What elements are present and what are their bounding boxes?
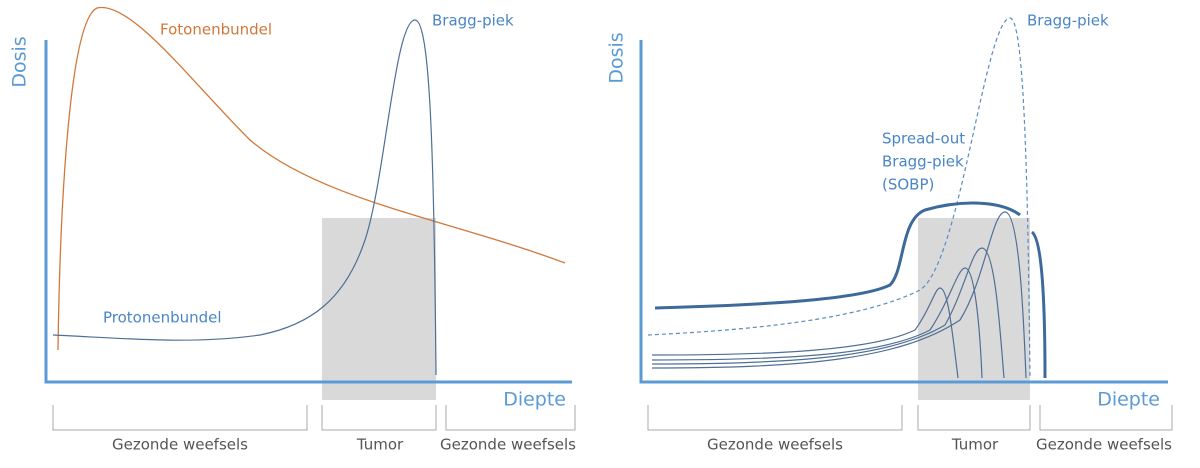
- region-label: Tumor: [951, 436, 999, 454]
- annotation: Bragg-piek: [1027, 12, 1109, 30]
- region-label: Gezonde weefsels: [1036, 436, 1172, 454]
- photon-curve: [57, 6, 566, 351]
- proton-curve: [52, 19, 437, 376]
- bracket: [647, 405, 903, 431]
- sobp-curve: [654, 201, 1021, 310]
- annotation: Spread-out: [882, 130, 965, 148]
- bragg-component: [651, 287, 959, 379]
- annotation: Fotonenbundel: [160, 21, 272, 39]
- annotation: Bragg-piek: [432, 12, 514, 30]
- region-label: Tumor: [356, 436, 404, 454]
- bragg-component: [651, 247, 1005, 379]
- annotation: Protonenbundel: [103, 309, 222, 327]
- region-label: Gezonde weefsels: [440, 436, 576, 454]
- bracket: [321, 405, 437, 431]
- x-axis-label: Diepte: [503, 389, 566, 411]
- annotation: (SOBP): [882, 176, 934, 194]
- bragg-dashed: [647, 17, 1031, 379]
- right-panel: Dosis Diepte Bragg-piek Spread-out Bragg…: [606, 12, 1173, 454]
- y-axis-label: Dosis: [9, 36, 31, 87]
- bragg-component: [651, 267, 983, 379]
- region-label: Gezonde weefsels: [112, 436, 248, 454]
- annotation: Bragg-piek: [882, 153, 964, 171]
- tumor-area: [918, 218, 1030, 400]
- bracket: [1039, 405, 1173, 431]
- bracket: [445, 405, 576, 431]
- left-panel: Dosis Diepte Fotonenbundel Bragg-piek Pr…: [9, 6, 576, 454]
- tumor-area: [322, 218, 436, 400]
- sobp-curve: [1030, 230, 1047, 379]
- axes: [639, 40, 1168, 384]
- bracket: [917, 405, 1031, 431]
- axes: [44, 40, 572, 384]
- y-axis-label: Dosis: [606, 32, 628, 83]
- bracket: [52, 405, 308, 431]
- x-axis-label: Diepte: [1097, 389, 1160, 411]
- region-label: Gezonde weefsels: [707, 436, 843, 454]
- bragg-component: [651, 211, 1027, 379]
